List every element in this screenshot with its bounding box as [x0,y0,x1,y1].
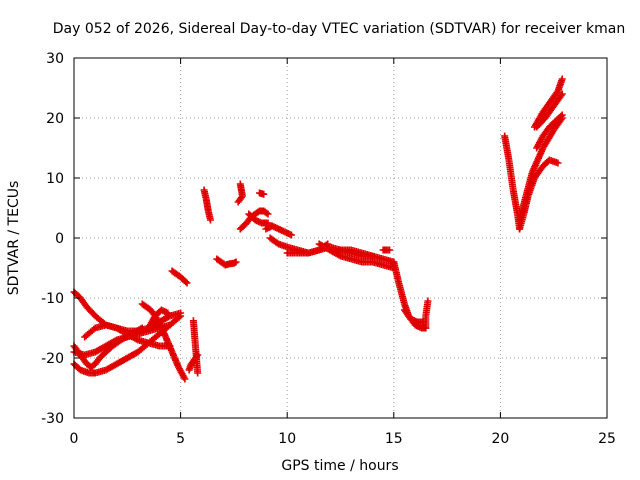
series-track-z [501,132,524,233]
y-tick-label: 30 [46,51,64,67]
series-track-k [200,186,214,224]
data-point [183,279,191,287]
data-point [264,210,272,218]
data-point [335,251,343,259]
data-point [232,258,240,266]
data-point [260,190,268,198]
x-tick-label: 5 [176,431,185,447]
series-track-y [422,297,432,332]
data-point [558,111,566,119]
series-track-u [337,246,376,260]
x-axis-label: GPS time / hours [281,458,398,474]
chart-title: Day 052 of 2026, Sidereal Day-to-day VTE… [53,21,625,37]
data-point [137,325,145,333]
series-track-g [145,306,172,332]
x-tick-label: 0 [70,431,79,447]
data-point [424,297,432,305]
series-track-o [245,210,272,227]
series-track-m [234,180,246,206]
series-track-l [213,255,240,269]
series-track-ad [531,75,566,131]
grid-lines [74,58,607,418]
data-points [70,75,566,383]
data-point [175,313,183,321]
series-track-ac [533,111,566,152]
data-point [557,92,565,99]
data-point [234,198,242,206]
series-track-n [236,207,272,233]
axis-ticks: 0 5 10 15 20 25 -30 -20 -10 0 10 20 30 [41,51,616,447]
data-point [164,309,172,317]
data-point [554,159,562,167]
data-point [181,375,189,383]
y-axis-label: SDTVAR / TECUs [6,181,22,296]
x-tick-label: 20 [491,431,509,447]
y-tick-label: -20 [41,351,64,367]
x-tick-label: 10 [278,431,296,447]
series-track-p [255,189,268,198]
data-point [166,321,174,329]
data-point [206,216,214,224]
series-track-ab [516,114,566,224]
y-tick-label: -30 [41,411,64,427]
data-point [287,231,295,239]
series-track-j [189,317,202,377]
series-track-t [315,240,398,272]
data-point [138,324,146,332]
y-tick-label: 10 [46,171,64,187]
data-point [182,278,190,286]
data-point [235,197,243,204]
x-tick-label: 15 [385,431,403,447]
x-tick-label: 25 [598,431,616,447]
series-track-v [379,246,394,254]
data-point [557,112,565,120]
data-point [386,246,394,254]
series-track-q [262,222,295,239]
series-track-ae [533,90,566,131]
y-tick-label: -10 [41,291,64,307]
y-tick-label: 0 [55,231,64,247]
data-point [194,369,202,377]
y-tick-label: 20 [46,111,64,127]
data-point [177,312,185,320]
data-point [558,75,566,83]
data-point [132,335,140,343]
data-point [558,90,566,98]
data-point [368,252,376,260]
series-track-f [138,300,189,383]
data-point [263,209,271,217]
series-track-h [168,267,191,287]
